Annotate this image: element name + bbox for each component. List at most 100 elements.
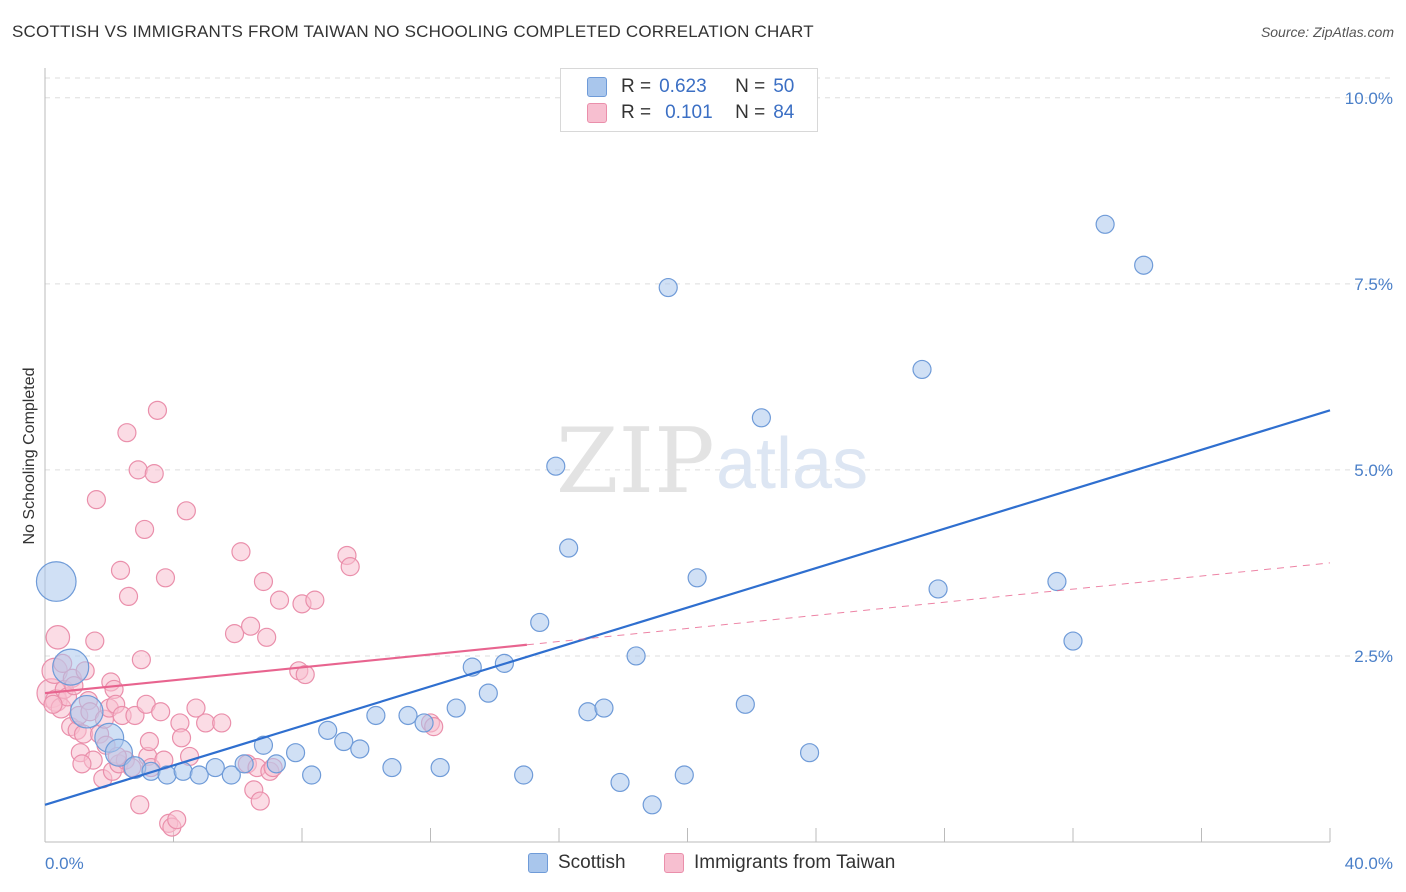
data-point-taiwan [231,542,251,562]
data-point-taiwan [128,460,148,480]
data-point-taiwan [110,560,131,580]
data-point-taiwan [45,625,71,650]
legend-r-value: 0.623 [659,76,707,97]
data-point-scottish [69,694,104,729]
legend-swatch-scottish [528,853,548,873]
data-point-scottish [928,579,948,599]
data-point-scottish [530,612,550,633]
data-point-taiwan [139,731,160,752]
legend-n-value: 84 [773,102,795,123]
data-point-scottish [687,568,707,588]
data-point-scottish [318,720,338,740]
data-point-taiwan [72,754,92,774]
data-point-taiwan [43,694,63,714]
data-point-scottish [430,757,450,778]
trend-line-scottish [44,409,1331,806]
data-point-taiwan [130,795,150,815]
data-point-scottish [382,757,402,778]
data-point-scottish [799,743,820,763]
y-tick-label: 2.5% [1354,647,1393,666]
data-point-scottish [594,698,614,718]
legend-item-scottish[interactable]: Scottish [528,852,626,874]
legend-swatch-taiwan [664,853,684,873]
source-label: Source: ZipAtlas.com [1260,24,1394,40]
legend-item-taiwan[interactable]: Immigrants from Taiwan [664,852,895,874]
data-point-taiwan [171,728,192,748]
data-point-taiwan [340,557,360,577]
data-point-taiwan [224,624,245,644]
data-point-taiwan [241,616,261,636]
trend-lines [44,409,1331,806]
watermark: ZIP atlas [556,409,868,514]
trend-line-taiwan [44,643,527,695]
data-point-taiwan [257,627,277,647]
data-point-taiwan [305,590,325,610]
data-point-scottish [1063,631,1083,651]
data-point-scottish [1095,214,1115,234]
chart-title: SCOTTISH VS IMMIGRANTS FROM TAIWAN NO SC… [12,22,814,41]
y-axis-label: No Schooling Completed [21,368,38,545]
legend-n-value: 50 [773,76,795,97]
y-tick-labels: 2.5% 5.0% 7.5% 10.0% [1345,89,1393,666]
data-point-taiwan [144,464,164,484]
data-point-taiwan [167,810,187,830]
watermark-zip: ZIP [556,409,715,514]
data-point-scottish [52,648,90,686]
series-legend: Scottish Immigrants from Taiwan [0,850,1406,878]
data-point-scottish [546,456,566,476]
data-point-scottish [610,772,630,793]
data-point-scottish [398,705,418,726]
data-point-taiwan [250,791,270,811]
data-point-scottish [302,765,322,785]
data-point-scottish [35,561,77,602]
data-point-taiwan [86,490,107,510]
data-point-scottish [514,765,534,785]
data-point-scottish [189,765,209,785]
data-point-scottish [205,757,225,778]
x-tick-label: 40.0% [1345,854,1393,873]
y-tick-label: 5.0% [1354,461,1393,480]
data-point-taiwan [212,713,232,733]
legend-n-label: N = [735,102,766,123]
data-point-taiwan [151,702,171,722]
correlation-legend: R = 0.623 N = 50 R = 0.101 N = 84 [560,68,818,132]
data-point-scottish [674,765,694,785]
data-point-scottish [104,738,133,767]
data-point-taiwan [85,631,105,651]
data-point-taiwan [147,400,168,420]
data-point-scottish [658,277,678,298]
legend-n-label: N = [735,76,766,97]
legend-swatch-taiwan [587,103,607,123]
data-point-scottish [266,754,286,774]
legend-swatch-scottish [587,77,607,97]
data-point-scottish [578,702,598,722]
data-point-scottish [334,731,354,752]
data-point-scottish [446,698,466,718]
data-point-scottish [559,538,579,558]
data-point-scottish [350,739,370,759]
data-point-scottish [1047,571,1067,592]
data-point-scottish [478,683,498,703]
data-point-scottish [735,694,755,714]
legend-r-label: R = [621,76,652,97]
data-point-taiwan [118,586,139,607]
data-point-scottish [626,646,646,666]
legend-row-taiwan: R = 0.101 N = 84 [587,101,794,125]
data-point-scottish [414,713,434,733]
data-point-taiwan [155,568,176,588]
axes [44,68,1331,843]
data-point-taiwan [295,664,315,685]
series-scottish [35,214,1154,815]
data-point-scottish [912,359,932,380]
data-point-taiwan [186,698,206,718]
x-tick-labels: 0.0% 40.0% [45,854,1393,873]
legend-r-label: R = [621,102,652,123]
data-point-scottish [1134,255,1154,275]
data-point-scottish [751,408,771,428]
legend-r-value: 0.101 [665,102,713,123]
data-point-scottish [642,795,662,815]
x-tick-label: 0.0% [45,854,84,873]
y-tick-label: 10.0% [1345,89,1393,108]
data-point-scottish [221,765,241,785]
